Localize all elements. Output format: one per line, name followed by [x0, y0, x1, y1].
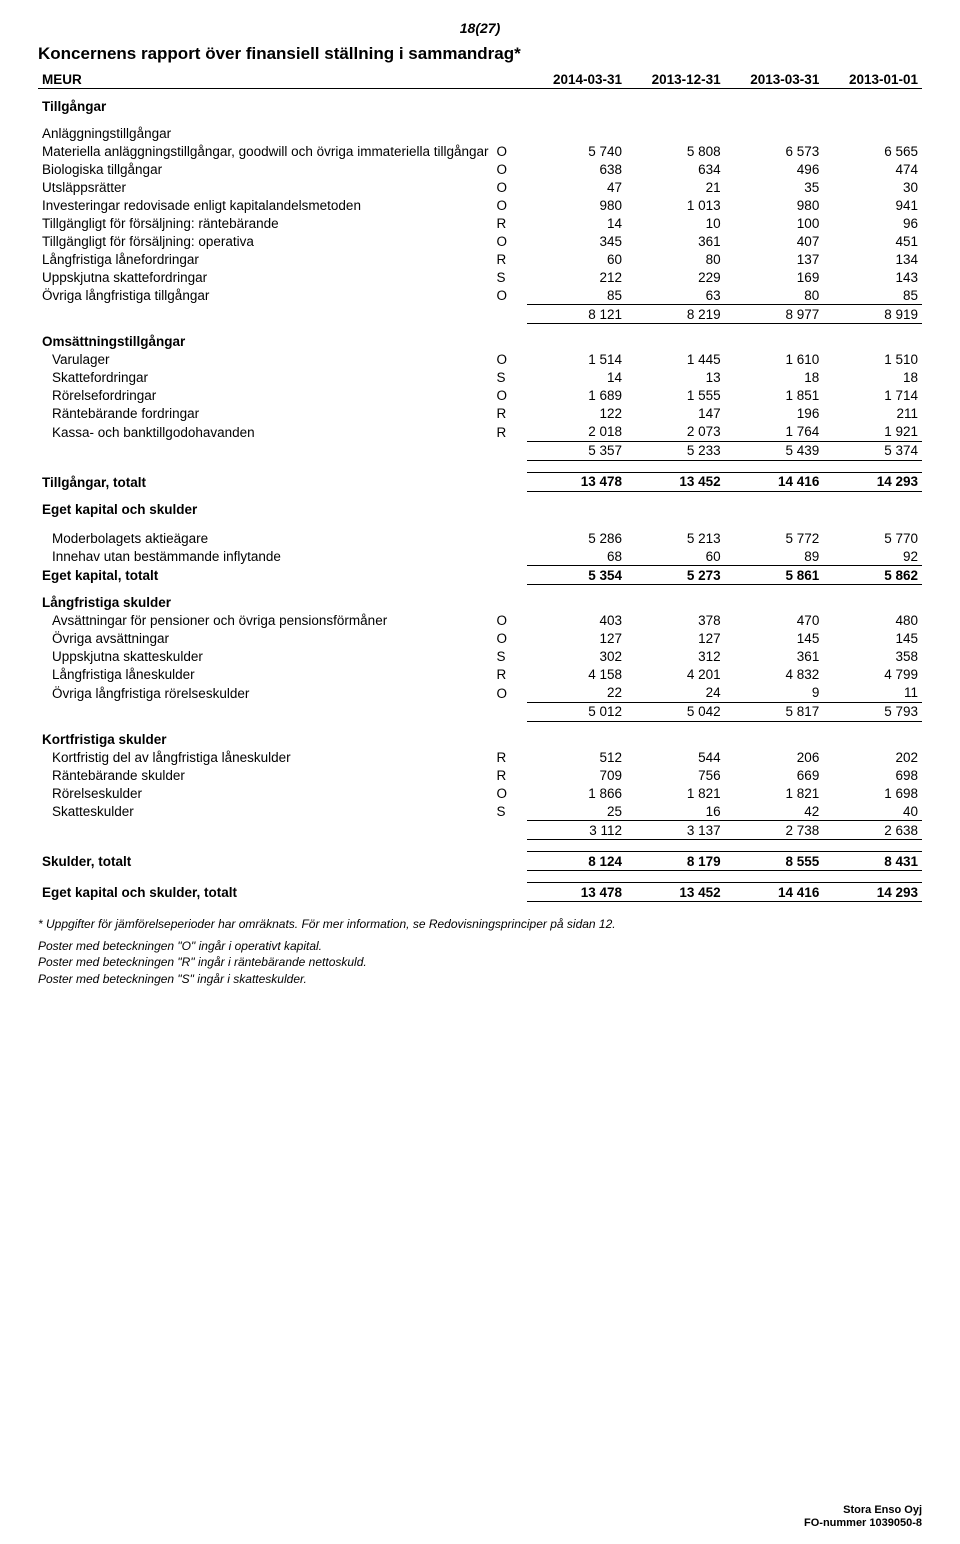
company-footer: Stora Enso Oyj FO-nummer 1039050-8 [804, 1504, 922, 1530]
table-row: Långfristiga skulder [38, 585, 922, 612]
table-row: Övriga långfristiga tillgångarO85638085 [38, 286, 922, 305]
financial-table: MEUR2014-03-312013-12-312013-03-312013-0… [38, 70, 922, 902]
table-row: Tillgängligt för försäljning: operativaO… [38, 232, 922, 250]
table-row: Uppskjutna skatteskulderS302312361358 [38, 648, 922, 666]
table-row [38, 460, 922, 472]
company-name: Stora Enso Oyj [804, 1504, 922, 1517]
table-row: Eget kapital, totalt5 3545 2735 8615 862 [38, 566, 922, 585]
table-row: 5 3575 2335 4395 374 [38, 441, 922, 460]
table-row: 3 1123 1372 7382 638 [38, 821, 922, 840]
table-row: Skulder, totalt8 1248 1798 5558 431 [38, 852, 922, 871]
table-row: RörelseskulderO1 8661 8211 8211 698 [38, 784, 922, 802]
footnote-asterisk: * Uppgifter för jämförelseperioder har o… [38, 916, 922, 932]
table-row: Investeringar redovisade enligt kapitala… [38, 196, 922, 214]
table-row: Anläggningstillgångar [38, 116, 922, 143]
table-row: Eget kapital och skulder [38, 491, 922, 518]
table-row: Övriga långfristiga rörelseskulderO22249… [38, 684, 922, 703]
table-row: Övriga avsättningarO127127145145 [38, 630, 922, 648]
table-row: Innehav utan bestämmande inflytande68608… [38, 547, 922, 566]
table-row: 8 1218 2198 9778 919 [38, 305, 922, 324]
page-number: 18(27) [38, 20, 922, 36]
table-row: Uppskjutna skattefordringarS212229169143 [38, 268, 922, 286]
table-row: Tillgängligt för försäljning: räntebäran… [38, 214, 922, 232]
footnotes: * Uppgifter för jämförelseperioder har o… [38, 916, 922, 987]
footnote-line: Poster med beteckningen "R" ingår i ränt… [38, 954, 922, 970]
table-header-row: MEUR2014-03-312013-12-312013-03-312013-0… [38, 70, 922, 89]
table-row: Långfristiga låneskulderR4 1584 2014 832… [38, 666, 922, 684]
table-row: Tillgångar, totalt13 47813 45214 41614 2… [38, 472, 922, 491]
table-row: SkattefordringarS14131818 [38, 369, 922, 387]
table-row: VarulagerO1 5141 4451 6101 510 [38, 351, 922, 369]
table-row: SkatteskulderS25164240 [38, 802, 922, 821]
table-row [38, 871, 922, 883]
page-title: Koncernens rapport över finansiell ställ… [38, 44, 922, 64]
table-row: Långfristiga lånefordringarR6080137134 [38, 250, 922, 268]
footnote-line: Poster med beteckningen "S" ingår i skat… [38, 971, 922, 987]
table-row: Biologiska tillgångarO638634496474 [38, 160, 922, 178]
table-row: UtsläppsrätterO47213530 [38, 178, 922, 196]
table-row: Eget kapital och skulder, totalt13 47813… [38, 883, 922, 902]
table-row: Omsättningstillgångar [38, 324, 922, 351]
document-page: 18(27) Koncernens rapport över finansiel… [0, 0, 960, 1544]
table-row: Avsättningar för pensioner och övriga pe… [38, 612, 922, 630]
table-row: Räntebärande skulderR709756669698 [38, 766, 922, 784]
table-row: Kassa- och banktillgodohavandenR2 0182 0… [38, 423, 922, 442]
table-row: Kortfristiga skulder [38, 721, 922, 748]
table-row: Tillgångar [38, 89, 922, 116]
table-row [38, 840, 922, 852]
table-row: Materiella anläggningstillgångar, goodwi… [38, 142, 922, 160]
footnote-line: Poster med beteckningen "O" ingår i oper… [38, 938, 922, 954]
table-row: Kortfristig del av långfristiga låneskul… [38, 748, 922, 766]
table-row: Moderbolagets aktieägare5 2865 2135 7725… [38, 529, 922, 547]
table-row: RörelsefordringarO1 6891 5551 8511 714 [38, 387, 922, 405]
company-id: FO-nummer 1039050-8 [804, 1517, 922, 1530]
table-row: 5 0125 0425 8175 793 [38, 702, 922, 721]
table-row [38, 518, 922, 529]
table-row: Räntebärande fordringarR122147196211 [38, 405, 922, 423]
